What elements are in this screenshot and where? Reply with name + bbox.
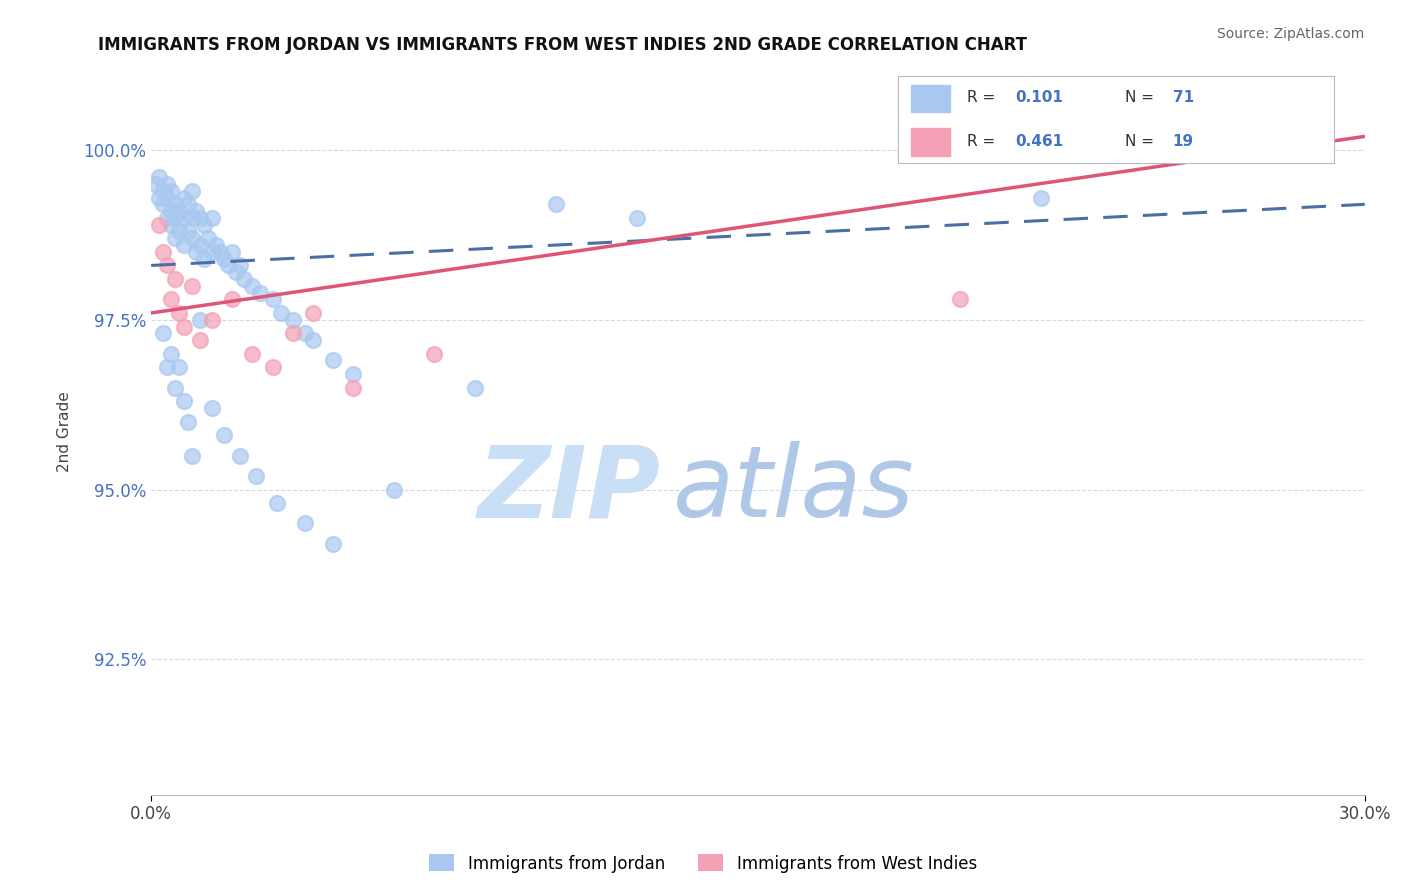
Point [208, 244, 231, 259]
Point [294, 516, 316, 531]
Point [173, 319, 195, 334]
Point [184, 244, 207, 259]
Point [152, 184, 174, 198]
Point [544, 197, 567, 211]
Point [281, 312, 304, 326]
Point [180, 211, 202, 225]
Point [342, 381, 364, 395]
Point [148, 170, 170, 185]
Point [173, 190, 195, 204]
Point [156, 190, 179, 204]
Point [342, 367, 364, 381]
Point [180, 449, 202, 463]
Point [165, 231, 187, 245]
Point [233, 272, 256, 286]
Point [188, 211, 211, 225]
Point [143, 177, 166, 191]
Point [217, 259, 239, 273]
Point [201, 401, 224, 415]
Text: IMMIGRANTS FROM JORDAN VS IMMIGRANTS FROM WEST INDIES 2ND GRADE CORRELATION CHAR: IMMIGRANTS FROM JORDAN VS IMMIGRANTS FRO… [98, 36, 1028, 54]
Point [180, 278, 202, 293]
Point [949, 293, 972, 307]
Point [229, 449, 252, 463]
Text: atlas: atlas [673, 442, 915, 539]
Point [197, 231, 219, 245]
Point [152, 244, 174, 259]
Point [626, 211, 648, 225]
Legend: Immigrants from Jordan, Immigrants from West Indies: Immigrants from Jordan, Immigrants from … [423, 847, 983, 880]
Point [148, 190, 170, 204]
Point [221, 293, 243, 307]
Point [165, 197, 187, 211]
Point [160, 347, 183, 361]
Point [148, 218, 170, 232]
Point [205, 238, 228, 252]
Point [245, 469, 267, 483]
Point [1294, 136, 1316, 151]
Point [160, 204, 183, 219]
Point [212, 428, 235, 442]
Point [165, 381, 187, 395]
Point [188, 238, 211, 252]
Point [156, 177, 179, 191]
Point [176, 197, 198, 211]
Point [423, 347, 446, 361]
Point [240, 278, 263, 293]
Y-axis label: 2nd Grade: 2nd Grade [58, 392, 72, 472]
Point [322, 537, 344, 551]
Text: Source: ZipAtlas.com: Source: ZipAtlas.com [1216, 27, 1364, 41]
Point [201, 312, 224, 326]
Point [173, 211, 195, 225]
Point [281, 326, 304, 341]
Point [240, 347, 263, 361]
Point [165, 272, 187, 286]
Point [262, 293, 284, 307]
Point [302, 306, 325, 320]
Point [221, 244, 243, 259]
Point [188, 312, 211, 326]
Point [212, 252, 235, 266]
Point [193, 218, 215, 232]
Point [160, 293, 183, 307]
Point [156, 211, 179, 225]
Point [160, 184, 183, 198]
Point [169, 225, 191, 239]
Text: ZIP: ZIP [478, 442, 661, 539]
Point [201, 244, 224, 259]
Point [229, 259, 252, 273]
Point [180, 184, 202, 198]
Point [1029, 190, 1052, 204]
Point [249, 285, 271, 300]
Point [160, 218, 183, 232]
Point [169, 204, 191, 219]
Point [302, 333, 325, 347]
Point [165, 211, 187, 225]
Point [188, 333, 211, 347]
Point [266, 496, 288, 510]
Point [270, 306, 292, 320]
Point [184, 204, 207, 219]
Point [176, 225, 198, 239]
Point [152, 197, 174, 211]
Point [201, 211, 224, 225]
Point [173, 238, 195, 252]
Point [173, 394, 195, 409]
Point [176, 415, 198, 429]
Point [169, 306, 191, 320]
Point [180, 231, 202, 245]
Point [262, 360, 284, 375]
Point [156, 360, 179, 375]
Point [322, 353, 344, 368]
Point [152, 326, 174, 341]
Point [169, 360, 191, 375]
Point [156, 259, 179, 273]
Point [225, 265, 247, 279]
Point [193, 252, 215, 266]
Point [464, 381, 486, 395]
Point [382, 483, 405, 497]
Point [294, 326, 316, 341]
